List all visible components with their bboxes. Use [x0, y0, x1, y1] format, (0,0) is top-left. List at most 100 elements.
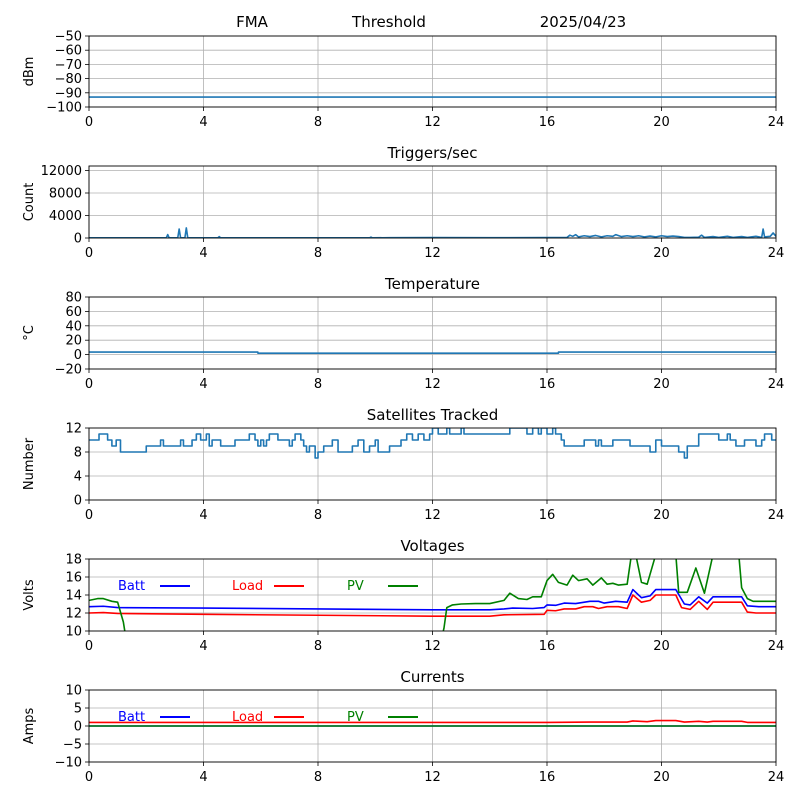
panel-title: Triggers/sec	[387, 144, 478, 162]
y-tick-label: 0	[74, 232, 82, 247]
x-tick-label: 4	[199, 639, 207, 654]
y-tick-label: −10	[55, 756, 82, 771]
series-line-temperature	[89, 351, 776, 354]
x-tick-label: 0	[85, 508, 93, 523]
x-tick-label: 20	[653, 246, 670, 261]
y-tick-label: 12	[65, 607, 82, 622]
legend-label: Batt	[118, 710, 145, 725]
y-tick-label: 4	[74, 470, 82, 485]
x-tick-label: 12	[424, 246, 441, 261]
header-mode: Threshold	[351, 13, 426, 31]
y-tick-label: 60	[65, 305, 82, 320]
x-tick-label: 4	[199, 377, 207, 392]
x-tick-label: 20	[653, 770, 670, 785]
x-tick-label: 0	[85, 639, 93, 654]
x-tick-label: 4	[199, 246, 207, 261]
x-tick-label: 0	[85, 246, 93, 261]
series-group	[89, 351, 776, 354]
y-axis-label: °C	[22, 325, 37, 341]
y-tick-label: 14	[65, 589, 82, 604]
series-line-satellites	[89, 428, 776, 459]
x-tick-label: 16	[539, 115, 556, 130]
legend-label: Batt	[118, 579, 145, 594]
y-tick-label: 18	[65, 553, 82, 568]
panel-noise: 0 4 8 12 16 20 24 −100−90−80−70−60−50 dBm	[22, 30, 784, 131]
y-tick-label: 10	[65, 625, 82, 640]
y-tick-label: −90	[55, 86, 82, 101]
y-tick-label: 12000	[41, 164, 82, 179]
y-tick-label: 10	[65, 684, 82, 699]
x-tick-label: 12	[424, 508, 441, 523]
series-group	[89, 559, 776, 631]
x-tick-label: 12	[424, 639, 441, 654]
x-tick-label: 4	[199, 508, 207, 523]
legend-label: PV	[347, 579, 364, 594]
x-tick-label: 24	[768, 508, 785, 523]
x-tick-label: 8	[314, 639, 322, 654]
panel-title: Temperature	[384, 275, 480, 293]
x-tick-label: 20	[653, 508, 670, 523]
x-tick-label: 24	[768, 377, 785, 392]
series-line-load	[89, 719, 776, 724]
x-tick-label: 0	[85, 770, 93, 785]
y-axis-label: Volts	[22, 579, 37, 611]
x-tick-label: 8	[314, 246, 322, 261]
x-tick-label: 16	[539, 770, 556, 785]
x-tick-label: 8	[314, 115, 322, 130]
legend-label: PV	[347, 710, 364, 725]
x-tick-label: 24	[768, 115, 785, 130]
x-tick-label: 16	[539, 377, 556, 392]
x-tick-label: 4	[199, 115, 207, 130]
x-tick-label: 12	[424, 115, 441, 130]
y-axis-label: Amps	[22, 707, 37, 744]
y-tick-label: 8	[74, 446, 82, 461]
x-tick-label: 12	[424, 770, 441, 785]
x-tick-label: 24	[768, 639, 785, 654]
x-tick-label: 16	[539, 508, 556, 523]
y-axis-label: Count	[22, 183, 37, 222]
y-tick-label: 0	[74, 348, 82, 363]
x-tick-label: 12	[424, 377, 441, 392]
x-tick-label: 4	[199, 770, 207, 785]
panel-title: Currents	[400, 668, 464, 686]
x-tick-label: 20	[653, 639, 670, 654]
x-tick-label: 0	[85, 377, 93, 392]
x-tick-label: 24	[768, 246, 785, 261]
panel-currents: 0 4 8 12 16 20 24 −10 −5 0 5 10 Amps Currents Batt Load…	[22, 668, 784, 785]
y-tick-label: 40	[65, 319, 82, 334]
y-tick-label: −80	[55, 72, 82, 87]
y-tick-label: 4000	[49, 209, 82, 224]
series-line-load	[89, 594, 776, 617]
panel-voltages: 0 4 8 12 16 20 24 10 12 14 16 18 Volts Voltages Batt Lo…	[22, 537, 784, 654]
y-tick-label: 16	[65, 571, 82, 586]
x-tick-label: 20	[653, 377, 670, 392]
legend-label: Load	[232, 579, 263, 594]
y-axis-label: Number	[22, 437, 37, 490]
x-tick-label: 8	[314, 377, 322, 392]
x-tick-label: 16	[539, 639, 556, 654]
x-tick-label: 20	[653, 115, 670, 130]
panel-satellites: 0 4 8 12 16 20 24 0 4 8 12 Number Satellites Tracked	[22, 406, 784, 523]
header-date: 2025/04/23	[540, 13, 626, 31]
y-tick-label: 12	[65, 422, 82, 437]
y-tick-label: −50	[55, 30, 82, 45]
series-line-pv	[89, 559, 776, 631]
y-axis-label: dBm	[22, 57, 37, 87]
series-line-batt	[89, 588, 776, 611]
legend-label: Load	[232, 710, 263, 725]
header-station: FMA	[236, 13, 269, 31]
y-tick-label: −60	[55, 44, 82, 59]
y-tick-label: −70	[55, 58, 82, 73]
x-tick-label: 8	[314, 770, 322, 785]
x-tick-label: 16	[539, 246, 556, 261]
y-tick-label: 8000	[49, 187, 82, 202]
y-tick-label: −5	[63, 738, 82, 753]
y-tick-label: 20	[65, 334, 82, 349]
panel-title: Satellites Tracked	[367, 406, 498, 424]
panel-title: Voltages	[400, 537, 464, 555]
x-tick-label: 24	[768, 770, 785, 785]
y-tick-label: 80	[65, 291, 82, 306]
panel-triggers: 0 4 8 12 16 20 24 0 4000 8000 12000 Count Triggers/s…	[22, 144, 784, 261]
